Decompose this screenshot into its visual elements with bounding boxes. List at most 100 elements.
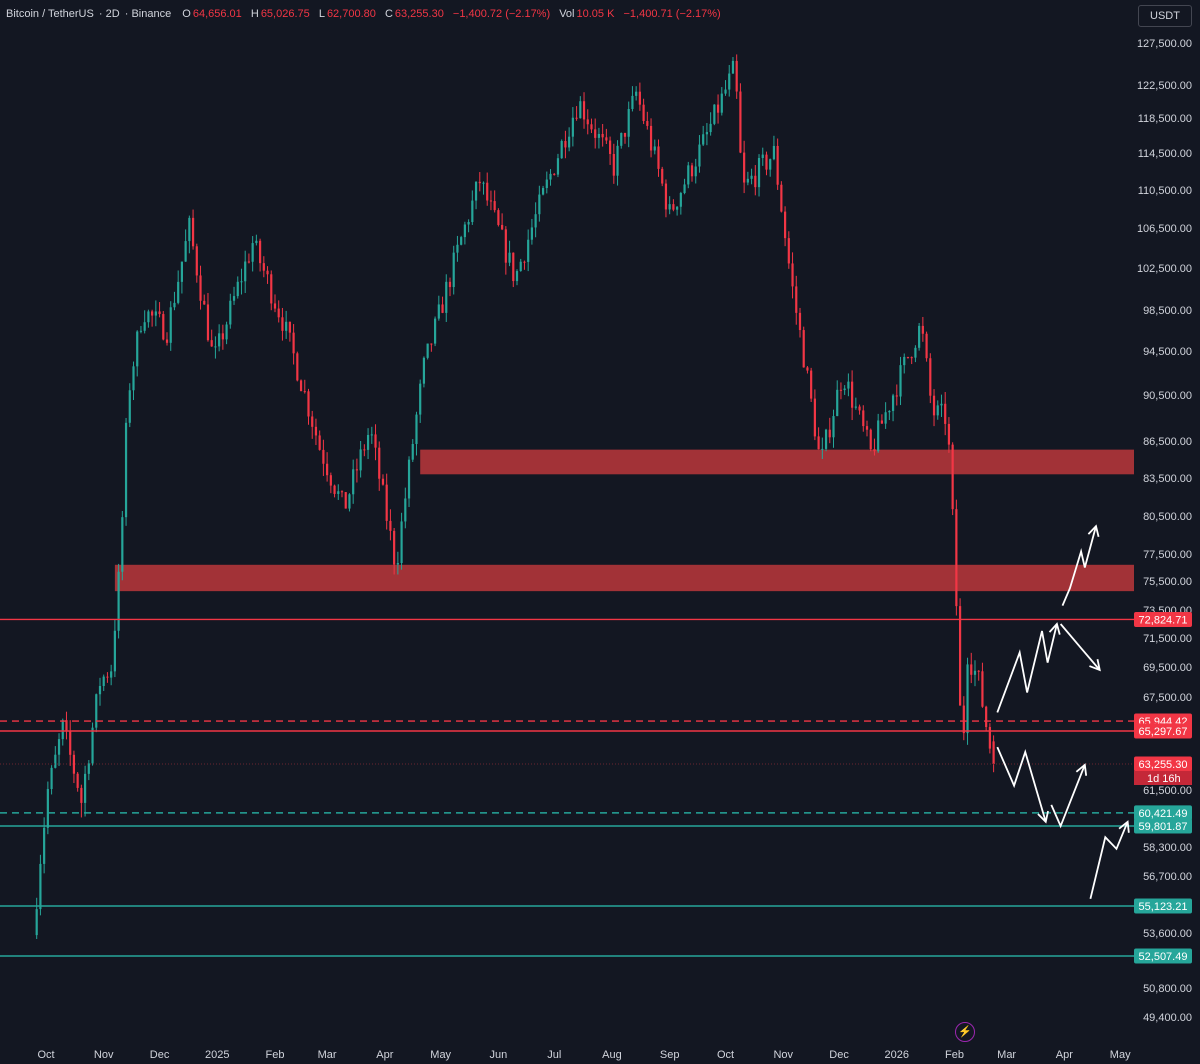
candle-body <box>623 133 627 137</box>
symbol-title[interactable]: Bitcoin / TetherUS · 2D · Binance <box>6 8 172 20</box>
candle-body <box>110 671 113 678</box>
y-tick-label: 77,500.00 <box>1143 549 1192 561</box>
candle-body <box>333 485 336 494</box>
price-tag[interactable]: 72,824.71 <box>1134 611 1192 627</box>
candle-body <box>709 123 712 133</box>
candle-body <box>958 606 962 706</box>
candle-body <box>225 324 228 340</box>
candle-body <box>437 304 440 319</box>
candle-body <box>422 357 426 384</box>
candle-body <box>970 664 973 675</box>
candle-body <box>847 381 850 389</box>
candle-body <box>307 391 310 417</box>
price-tag[interactable]: 63,255.30 1d 16h <box>1134 756 1192 785</box>
candle-body <box>80 787 83 803</box>
candle-body <box>839 389 843 391</box>
candle-body <box>690 165 694 177</box>
candle-body <box>329 475 332 486</box>
breakout-projection[interactable] <box>1061 525 1097 607</box>
candle-body <box>765 154 768 170</box>
y-tick-label: 127,500.00 <box>1137 38 1192 50</box>
candle-body <box>296 353 299 381</box>
y-tick-label: 71,500.00 <box>1143 633 1192 645</box>
close-value: 63,255.30 <box>394 8 444 20</box>
bounce-projection[interactable] <box>1050 764 1086 829</box>
y-tick-label: 75,500.00 <box>1143 576 1192 588</box>
candle-body <box>545 179 548 189</box>
lower-resistance-zone[interactable] <box>114 564 1135 592</box>
y-tick-label: 69,500.00 <box>1143 662 1192 674</box>
candle-body <box>605 137 608 141</box>
candle-body <box>50 767 53 790</box>
arrow-head <box>1089 659 1101 672</box>
candle-body <box>35 909 38 936</box>
candle-body <box>124 422 128 518</box>
y-tick-label: 58,300.00 <box>1143 842 1192 854</box>
candle-body <box>568 136 571 148</box>
candle-body <box>519 261 522 272</box>
candle-body <box>180 261 184 282</box>
price-tag[interactable]: 60,421.49 <box>1134 805 1192 821</box>
candle-body <box>851 381 854 408</box>
candle-body <box>169 307 172 343</box>
price-tag[interactable]: 59,801.87 <box>1134 818 1192 834</box>
x-tick-label: Mar <box>997 1049 1016 1061</box>
price-tag[interactable]: 55,123.21 <box>1134 898 1192 914</box>
time-axis[interactable]: Oct Nov Dec 2025 Feb Mar Apr May Jun Jul Aug Sep Oct… <box>37 1049 1131 1061</box>
candle-body <box>739 91 742 153</box>
candle-body <box>817 436 820 450</box>
upper-resistance-zone[interactable] <box>420 449 1135 475</box>
candle-body <box>810 370 813 399</box>
candle-body <box>534 214 537 228</box>
price-axis[interactable]: 127,500.00 122,500.00 118,500.00 114,500.00… <box>1137 38 1192 1024</box>
candle-body <box>527 239 530 262</box>
price-tag[interactable]: 52,507.49 <box>1134 948 1192 964</box>
candle-body <box>374 434 377 448</box>
candle-body <box>512 252 515 282</box>
candle-body <box>136 331 139 367</box>
price-tag-label: 52,507.49 <box>1139 951 1188 963</box>
candle-body <box>828 429 831 438</box>
currency-button[interactable]: USDT <box>1138 5 1192 27</box>
candle-body <box>363 449 366 451</box>
candle-body <box>106 676 109 678</box>
candle-body <box>824 429 828 449</box>
price-tag[interactable]: 65,297.67 <box>1134 723 1192 739</box>
candle-body <box>266 270 269 275</box>
rejection-projection[interactable] <box>1059 623 1101 671</box>
candle-body <box>921 325 924 334</box>
candle-body <box>407 459 411 499</box>
candle-body <box>385 484 388 521</box>
candle-body <box>132 366 135 391</box>
candle-body <box>467 222 470 225</box>
candle-body <box>162 314 165 340</box>
high-value: 65,026.75 <box>260 8 310 20</box>
candle-body <box>83 773 87 803</box>
candle-body <box>344 492 347 509</box>
bullish-projection[interactable] <box>996 623 1058 713</box>
candle-body <box>795 286 798 313</box>
flash-icon[interactable]: ⚡ <box>955 1022 975 1042</box>
candle-body <box>173 302 176 308</box>
candle-body <box>761 154 764 159</box>
pullback-projection[interactable] <box>996 746 1047 823</box>
candle-body <box>832 416 835 438</box>
candle-body <box>76 773 79 788</box>
candle-body <box>821 448 824 450</box>
y-tick-label: 118,500.00 <box>1138 113 1192 125</box>
candle-body <box>195 246 198 276</box>
candle-body <box>240 281 243 283</box>
candle-body <box>128 390 131 423</box>
candle-body <box>102 676 105 687</box>
candle-body <box>318 435 321 450</box>
deep-dip-projection[interactable] <box>1089 821 1129 900</box>
candle-body <box>631 95 634 109</box>
candle-body <box>903 356 906 366</box>
candle-body <box>854 406 857 408</box>
y-tick-label: 94,500.00 <box>1143 346 1192 358</box>
candle-body <box>501 224 504 230</box>
candle-body <box>299 380 303 392</box>
candle-body <box>906 356 910 358</box>
candle-body <box>806 367 809 371</box>
